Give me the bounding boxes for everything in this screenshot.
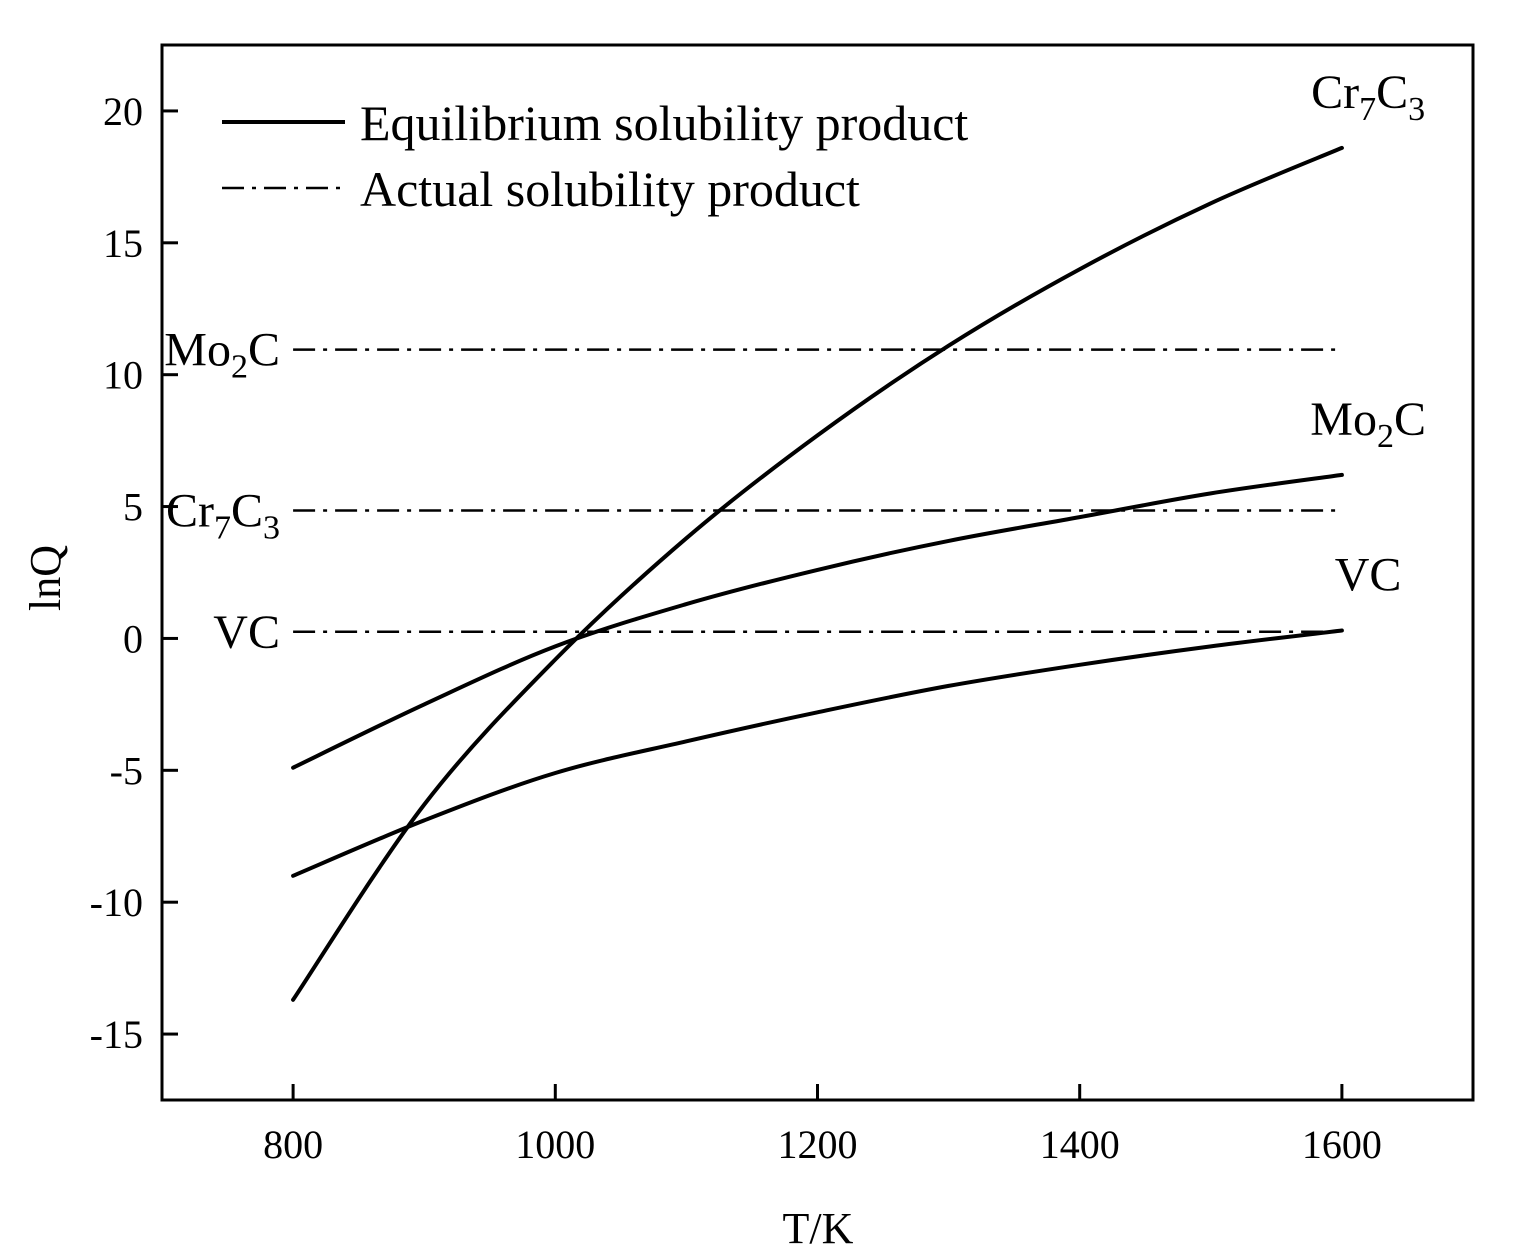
y-axis-title: lnQ — [21, 545, 70, 611]
axis-ticks: 800 1000 1200 1400 1600 -15 -10 -5 0 5 10 15 20 — [90, 89, 1382, 1167]
series-labels: Cr7C3 Mo2C VC Mo2C Cr7C3 VC — [164, 66, 1426, 659]
cr7c3-equilibrium-label: Cr7C3 — [1311, 66, 1425, 128]
cr7c3-equilibrium-line — [291, 145, 1344, 1002]
vc-equilibrium-label: VC — [1335, 549, 1402, 602]
x-tick-label: 1400 — [1040, 1122, 1120, 1167]
legend-equilibrium-label: Equilibrium solubility product — [360, 95, 968, 151]
vc-equilibrium-line — [291, 628, 1344, 878]
mo2c-equilibrium-line — [291, 472, 1344, 770]
y-tick-label: -10 — [90, 880, 143, 925]
x-tick-label: 1200 — [778, 1122, 858, 1167]
y-tick-label: 0 — [123, 616, 143, 661]
mo2c-actual-label: Mo2C — [164, 324, 280, 386]
y-tick-label: 15 — [103, 221, 143, 266]
x-tick-label: 800 — [263, 1122, 323, 1167]
mo2c-equilibrium-label: Mo2C — [1310, 393, 1426, 455]
x-tick-label: 1600 — [1302, 1122, 1382, 1167]
series-lines — [291, 145, 1344, 1002]
vc-actual-label: VC — [213, 606, 280, 659]
y-tick-label: 5 — [123, 485, 143, 530]
x-tick-label: 1000 — [515, 1122, 595, 1167]
y-tick-label: 20 — [103, 89, 143, 134]
x-axis-title: T/K — [783, 1204, 854, 1253]
y-tick-label: 10 — [103, 353, 143, 398]
cr7c3-actual-label: Cr7C3 — [166, 485, 280, 547]
legend: Equilibrium solubility product Actual so… — [222, 95, 968, 217]
y-tick-label: -5 — [110, 748, 143, 793]
legend-actual-label: Actual solubility product — [360, 161, 860, 217]
y-tick-label: -15 — [90, 1012, 143, 1057]
